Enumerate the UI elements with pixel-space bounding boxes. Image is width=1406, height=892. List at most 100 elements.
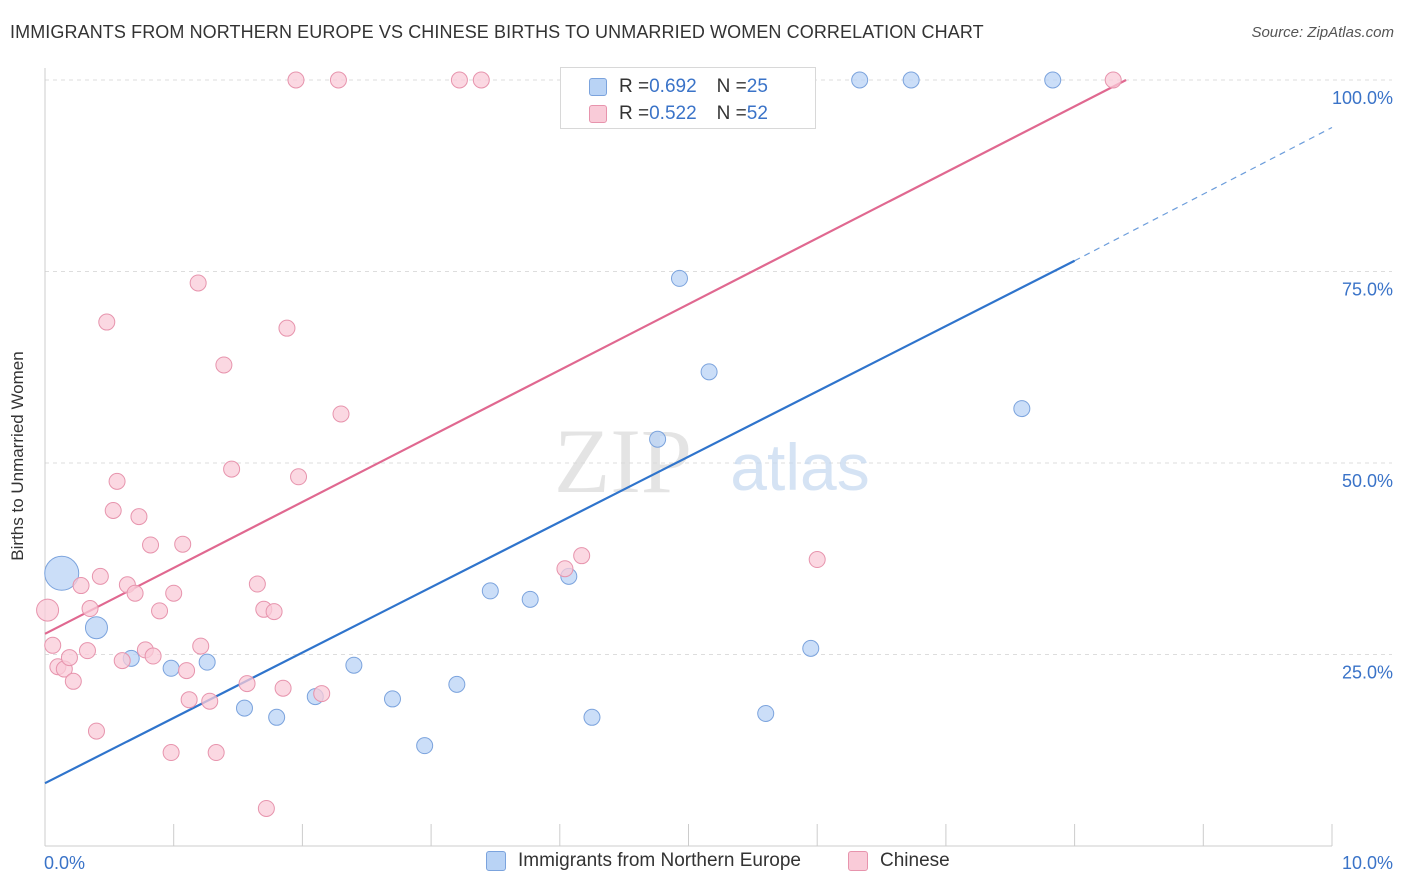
legend-swatch-blue: [589, 78, 607, 96]
chart-title: IMMIGRANTS FROM NORTHERN EUROPE VS CHINE…: [10, 22, 984, 42]
point-immigrants: [700, 363, 718, 381]
point-chinese: [130, 508, 148, 526]
legend-swatch-chinese: [848, 851, 868, 871]
trend-line-chinese: [44, 79, 1127, 635]
y-tick-label: 50.0%: [1342, 471, 1393, 491]
point-chinese: [265, 603, 283, 621]
point-immigrants: [416, 737, 434, 755]
point-chinese: [1104, 71, 1122, 89]
point-chinese: [98, 313, 116, 331]
point-immigrants: [481, 582, 499, 600]
point-immigrants: [1013, 400, 1031, 418]
axes: [44, 68, 1333, 847]
point-chinese: [180, 691, 198, 709]
point-chinese: [556, 560, 574, 578]
point-immigrants: [649, 430, 667, 448]
point-chinese: [248, 575, 266, 593]
legend-item-immigrants[interactable]: Immigrants from Northern Europe: [486, 850, 801, 872]
point-immigrants: [902, 71, 920, 89]
point-chinese: [313, 685, 331, 703]
point-chinese: [87, 722, 105, 740]
point-immigrants: [235, 699, 253, 717]
point-chinese: [81, 600, 99, 618]
point-chinese: [189, 274, 207, 292]
trend-line-extension-immigrants: [1074, 126, 1333, 262]
point-chinese: [165, 584, 183, 602]
watermark-zip: ZIP: [554, 410, 692, 512]
y-axis-label: Births to Unmarried Women: [8, 351, 27, 561]
legend-r-value-pink: 0.522: [649, 103, 697, 124]
point-chinese: [215, 356, 233, 374]
point-immigrants: [1044, 71, 1062, 89]
point-chinese: [64, 672, 82, 690]
x-tick-label-min: 0.0%: [44, 853, 85, 873]
point-chinese: [126, 584, 144, 602]
legend-row-blue: R = 0.692 N = 25: [589, 75, 768, 99]
point-chinese: [108, 472, 126, 490]
point-chinese: [472, 71, 490, 89]
legend-swatch-immigrants: [486, 851, 506, 871]
legend-n-label: N =: [716, 76, 747, 97]
point-immigrants: [448, 675, 466, 693]
legend-label-immigrants: Immigrants from Northern Europe: [518, 850, 801, 871]
point-chinese: [207, 744, 225, 762]
series-legend: Immigrants from Northern Europe Chinese: [0, 850, 1406, 878]
legend-item-chinese[interactable]: Chinese: [848, 850, 950, 872]
y-tick-label: 100.0%: [1332, 88, 1393, 108]
watermark-atlas: atlas: [730, 430, 869, 504]
point-chinese: [162, 744, 180, 762]
point-chinese: [60, 649, 78, 667]
point-chinese: [91, 567, 109, 585]
trend-line-immigrants: [44, 259, 1076, 785]
point-chinese: [104, 501, 122, 519]
watermark: ZIP atlas: [554, 410, 870, 512]
legend-n-value-pink: 52: [746, 103, 768, 124]
point-chinese: [72, 577, 90, 595]
point-chinese: [178, 662, 196, 680]
point-immigrants: [84, 616, 108, 640]
point-chinese: [257, 799, 275, 817]
point-immigrants: [44, 555, 80, 591]
grid-lines: [45, 79, 1392, 655]
point-chinese: [78, 642, 96, 660]
legend-label-chinese: Chinese: [880, 850, 950, 871]
point-immigrants: [345, 656, 363, 674]
point-chinese: [144, 647, 162, 665]
point-chinese: [223, 460, 241, 478]
legend-n-value-blue: 25: [746, 76, 768, 97]
point-immigrants: [802, 639, 820, 657]
point-chinese: [174, 535, 192, 553]
point-chinese: [238, 675, 256, 693]
point-chinese: [808, 551, 826, 569]
correlation-legend: R = 0.692 N = 25 R = 0.522 N = 52: [560, 67, 816, 129]
legend-swatch-pink: [589, 105, 607, 123]
point-chinese: [44, 636, 62, 654]
data-points: [36, 71, 1122, 817]
trend-lines: [44, 79, 1333, 785]
point-immigrants: [583, 708, 601, 726]
point-chinese: [329, 71, 347, 89]
y-tick-label: 25.0%: [1342, 663, 1393, 683]
legend-r-label: R =: [619, 103, 650, 124]
source-label: Source: ZipAtlas.com: [1251, 24, 1394, 41]
point-chinese: [287, 71, 305, 89]
legend-r-label: R =: [619, 76, 650, 97]
point-chinese: [332, 405, 350, 423]
point-immigrants: [521, 590, 539, 608]
point-chinese: [278, 319, 296, 337]
point-chinese: [201, 692, 219, 710]
point-immigrants: [383, 690, 401, 708]
point-immigrants: [162, 659, 180, 677]
y-tick-labels: 25.0% 50.0% 75.0% 100.0%: [1332, 88, 1393, 683]
point-chinese: [192, 637, 210, 655]
point-chinese: [113, 652, 131, 670]
y-tick-label: 75.0%: [1342, 280, 1393, 300]
point-chinese: [290, 468, 308, 486]
point-chinese: [450, 71, 468, 89]
point-immigrants: [198, 653, 216, 671]
point-chinese: [151, 602, 169, 620]
x-tick-labels: 0.0% 10.0%: [44, 853, 1393, 873]
point-chinese: [36, 598, 60, 622]
point-chinese: [142, 536, 160, 554]
